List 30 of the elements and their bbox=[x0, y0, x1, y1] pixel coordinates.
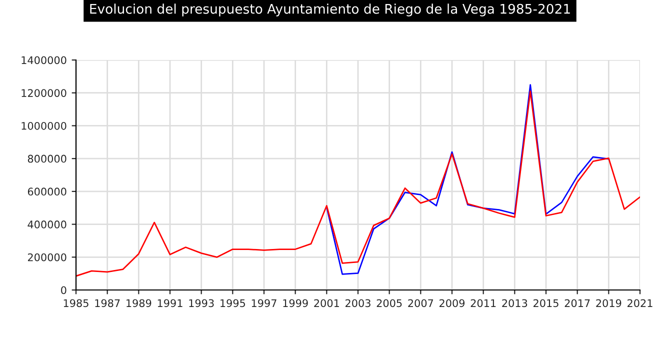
x-tick-label: 1995 bbox=[220, 299, 246, 308]
x-tick-label: 2009 bbox=[440, 299, 465, 308]
x-tick-label: 2011 bbox=[470, 299, 496, 308]
x-tick-label: 2019 bbox=[596, 299, 622, 308]
x-tick-label: 2003 bbox=[346, 299, 370, 308]
y-tick-label: 0 bbox=[61, 286, 66, 294]
y-tick-label: 600000 bbox=[28, 188, 66, 196]
y-tick-label: 1200000 bbox=[22, 89, 66, 97]
x-tick-label: 2001 bbox=[314, 299, 339, 308]
x-tick-label: 1989 bbox=[126, 299, 152, 308]
x-tick-label: 2013 bbox=[502, 299, 528, 308]
x-tick-label: 1987 bbox=[95, 299, 120, 308]
x-tick-label: 1997 bbox=[252, 299, 276, 308]
x-tick-label: 2021 bbox=[628, 299, 652, 308]
y-tick-label: 1400000 bbox=[22, 56, 66, 64]
x-tick-label: 1985 bbox=[64, 299, 88, 308]
x-tick-label: 2007 bbox=[408, 299, 434, 308]
x-tick-label: 1999 bbox=[283, 299, 308, 308]
x-tick-label: 2017 bbox=[564, 299, 590, 308]
y-tick-label: 1000000 bbox=[22, 122, 66, 130]
y-tick-label: 200000 bbox=[28, 253, 66, 262]
x-tick-label: 2005 bbox=[376, 299, 402, 308]
x-tick-label: 1993 bbox=[189, 299, 214, 308]
y-tick-label: 800000 bbox=[28, 154, 66, 163]
x-tick-label: 1991 bbox=[158, 299, 182, 308]
y-tick-label: 400000 bbox=[28, 220, 66, 228]
line-series bbox=[326, 84, 610, 275]
chart-title: Evolucion del presupuesto Ayuntamiento de Riego de la Vega 1985-2021 bbox=[90, 4, 570, 16]
x-tick-label: 2015 bbox=[534, 299, 558, 308]
line-series bbox=[76, 90, 640, 277]
